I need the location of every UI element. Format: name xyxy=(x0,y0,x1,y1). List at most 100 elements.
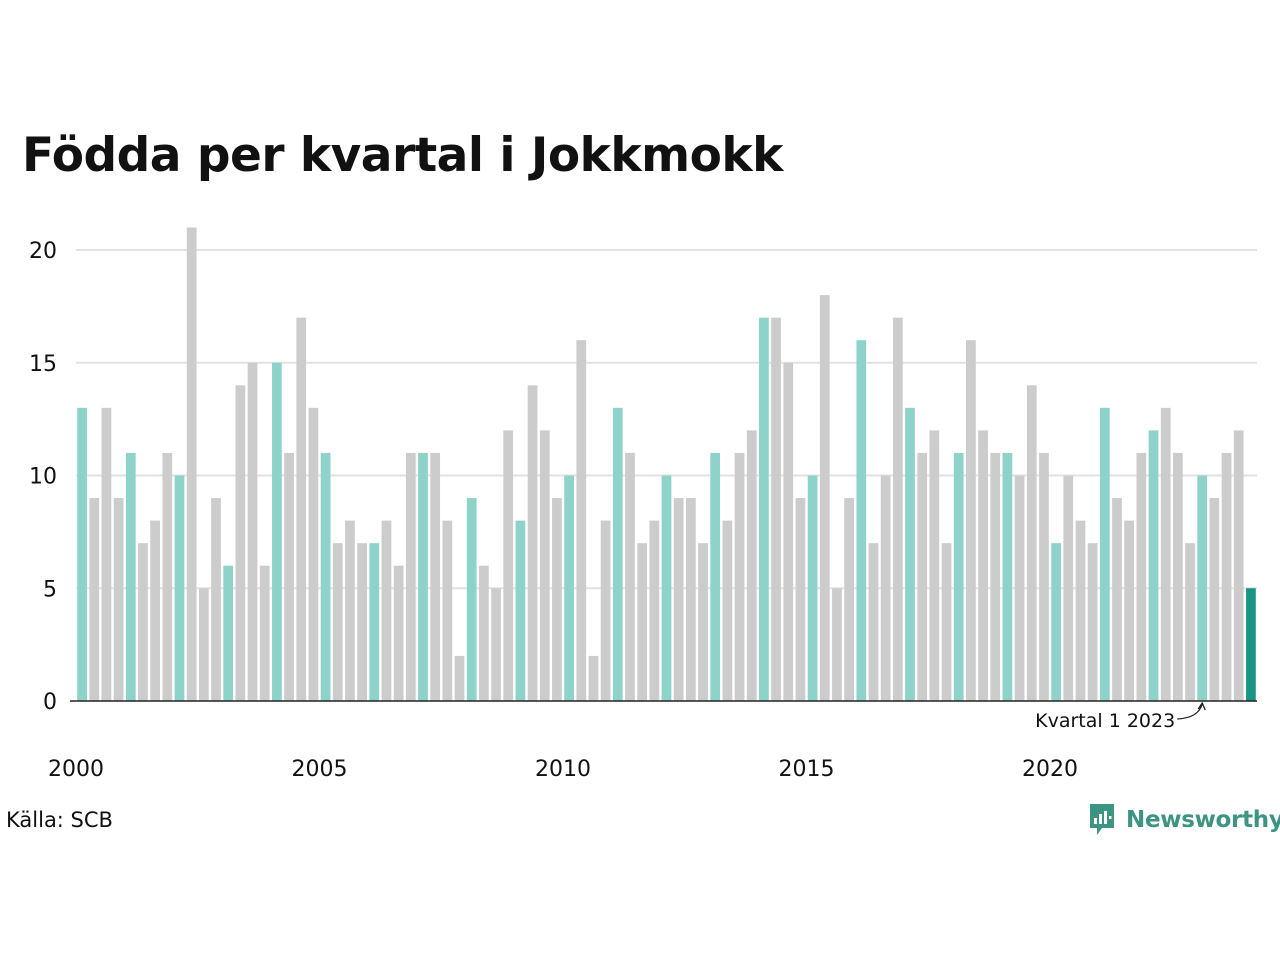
chart-title: Födda per kvartal i Jokkmokk xyxy=(22,128,783,183)
bar xyxy=(479,565,489,701)
bar xyxy=(101,407,112,701)
bar xyxy=(357,543,367,701)
bar xyxy=(759,317,769,701)
bar xyxy=(1209,498,1220,701)
bar xyxy=(186,227,197,701)
bar xyxy=(832,588,842,701)
bar xyxy=(807,475,818,701)
bar xyxy=(1136,452,1147,701)
bar xyxy=(162,452,173,701)
bar xyxy=(345,520,355,701)
y-tick-label: 5 xyxy=(43,577,57,602)
bar xyxy=(661,475,672,701)
bar xyxy=(1099,407,1110,701)
x-tick-label: 2000 xyxy=(48,757,104,782)
bar xyxy=(125,452,136,701)
bar xyxy=(527,385,538,701)
bar xyxy=(612,407,623,701)
bar xyxy=(966,340,976,701)
bar xyxy=(466,498,477,701)
brand-logo[interactable]: Newsworthy xyxy=(1088,802,1280,838)
bar xyxy=(783,362,794,701)
bar xyxy=(1087,543,1098,701)
y-tick-label: 20 xyxy=(29,239,57,264)
bar xyxy=(941,543,952,701)
bar xyxy=(259,565,270,701)
bar xyxy=(990,452,1001,701)
bar xyxy=(929,430,940,701)
bar xyxy=(1002,452,1013,701)
bar xyxy=(844,498,854,701)
bar xyxy=(284,452,294,701)
annotation-arrow xyxy=(1177,701,1206,720)
bar xyxy=(819,295,830,701)
bar xyxy=(880,475,891,701)
bar xyxy=(625,452,635,701)
bar xyxy=(418,452,428,701)
bar xyxy=(953,452,964,701)
bar xyxy=(308,407,319,701)
x-tick-label: 2010 xyxy=(535,757,591,782)
bar xyxy=(734,452,745,701)
bar xyxy=(978,430,988,701)
bar xyxy=(649,520,660,701)
bar xyxy=(795,498,806,701)
bar xyxy=(247,362,258,701)
x-tick-label: 2005 xyxy=(292,757,348,782)
bar xyxy=(539,430,550,701)
bar xyxy=(1063,475,1074,701)
bar xyxy=(211,498,221,701)
bar xyxy=(1075,520,1086,701)
bar xyxy=(223,565,234,701)
bar xyxy=(198,588,209,701)
bar xyxy=(405,452,416,701)
bar xyxy=(1014,475,1025,701)
bar xyxy=(1172,452,1183,701)
y-tick-label: 0 xyxy=(43,690,57,715)
bar xyxy=(905,407,915,701)
bar xyxy=(235,385,246,701)
bar xyxy=(138,543,148,701)
bar xyxy=(369,543,380,701)
brand-name: Newsworthy xyxy=(1126,807,1280,833)
bar xyxy=(1185,543,1195,701)
bar xyxy=(77,407,87,701)
x-axis-ticks: 2000 2005 2010 2015 2020 xyxy=(48,757,1078,782)
bar xyxy=(1221,452,1232,701)
bar xyxy=(1112,498,1122,701)
bar xyxy=(430,452,441,701)
bar xyxy=(272,362,282,701)
bar xyxy=(746,430,757,701)
bar xyxy=(771,317,781,701)
bar xyxy=(856,340,867,701)
annotation-label: Kvartal 1 2023 xyxy=(1035,710,1175,732)
bar xyxy=(1197,475,1208,701)
bar xyxy=(1160,407,1171,701)
bar xyxy=(442,520,453,701)
bar xyxy=(1039,452,1049,701)
bar xyxy=(113,498,124,701)
bar xyxy=(722,520,733,701)
bar xyxy=(600,520,611,701)
bar xyxy=(1051,543,1061,701)
bar xyxy=(89,498,100,701)
x-tick-label: 2015 xyxy=(779,757,835,782)
bar xyxy=(868,543,879,701)
bar xyxy=(515,520,526,701)
x-tick-label: 2020 xyxy=(1022,757,1078,782)
bar xyxy=(296,317,307,701)
bar xyxy=(332,543,343,701)
bar xyxy=(393,565,404,701)
annotation: Kvartal 1 2023 xyxy=(1035,701,1206,732)
bar xyxy=(491,588,501,701)
bar xyxy=(1148,430,1159,701)
bar xyxy=(892,317,903,701)
source-label: Källa: SCB xyxy=(6,808,113,832)
bar xyxy=(552,498,562,701)
bar xyxy=(150,520,161,701)
bar xyxy=(381,520,392,701)
bars xyxy=(77,227,1256,701)
bar xyxy=(637,543,648,701)
bar xyxy=(710,452,721,701)
